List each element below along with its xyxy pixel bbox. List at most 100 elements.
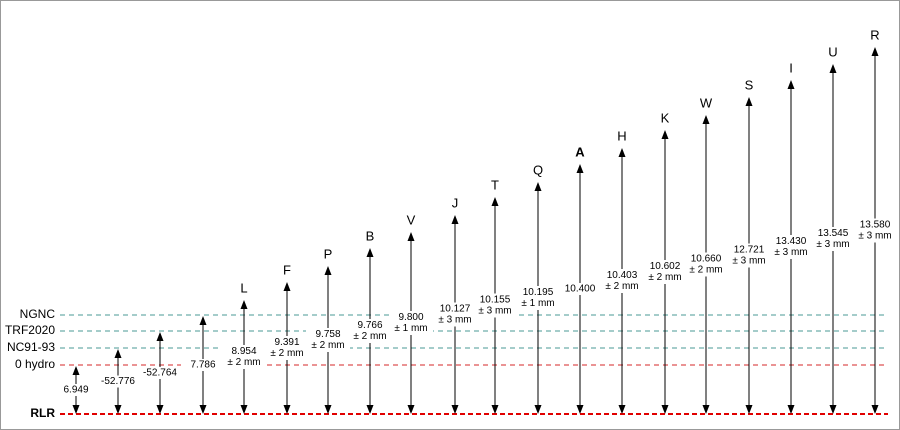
arrow-head [534, 405, 542, 414]
column-label: Q [533, 162, 543, 177]
value-label: 13.545 [818, 228, 849, 239]
value-label: 12.721 [734, 245, 765, 256]
arrow-head [156, 332, 164, 341]
arrow-head [745, 405, 753, 414]
arrow-head [618, 405, 626, 414]
label-background [558, 283, 602, 295]
label-background [684, 252, 728, 277]
uncertainty-label: ± 3 mm [774, 247, 807, 258]
arrow-head [871, 47, 879, 56]
arrow-head [576, 405, 584, 414]
arrow-head [324, 266, 332, 275]
uncertainty-label: ± 3 mm [438, 315, 471, 326]
value-label: 10.403 [607, 270, 638, 281]
reference-label: 0 hydro [15, 357, 55, 371]
arrow-head [114, 405, 122, 414]
label-background [96, 375, 140, 388]
uncertainty-label: ± 2 mm [270, 348, 303, 359]
arrow-head [745, 97, 753, 106]
reference-label: RLR [30, 406, 55, 420]
uncertainty-label: ± 3 mm [732, 256, 765, 267]
arrow-head [661, 405, 669, 414]
label-background [769, 235, 813, 259]
arrow-head [283, 282, 291, 291]
label-background [54, 384, 98, 396]
arrow-head [451, 405, 459, 414]
value-label: 10.195 [523, 287, 554, 298]
column-label: W [700, 95, 713, 110]
uncertainty-label: ± 3 mm [816, 239, 849, 250]
label-background [306, 328, 350, 352]
label-background [853, 218, 897, 243]
label-background [222, 345, 266, 369]
value-label: 10.127 [440, 304, 471, 315]
arrow-head [491, 197, 499, 206]
column-label: T [491, 177, 499, 192]
arrow-head [407, 405, 415, 414]
arrow-head [618, 148, 626, 157]
arrow-head [451, 215, 459, 224]
label-background [181, 359, 225, 371]
value-label: 13.580 [860, 220, 891, 231]
arrow-head [534, 182, 542, 191]
column-label: H [617, 128, 626, 143]
arrow-head [366, 405, 374, 414]
value-label: 10.155 [480, 295, 511, 306]
value-label: 6.949 [63, 385, 88, 396]
column-label: K [661, 110, 670, 125]
label-background [600, 269, 644, 293]
arrow-head [787, 80, 795, 89]
column-label: S [745, 77, 754, 92]
uncertainty-label: ± 3 mm [478, 306, 511, 317]
arrow-head [199, 405, 207, 414]
label-background [473, 293, 517, 318]
uncertainty-label: ± 1 mm [394, 323, 427, 334]
uncertainty-label: ± 2 mm [227, 357, 260, 368]
arrow-head [702, 115, 710, 124]
column-label: R [870, 27, 879, 42]
value-label: -52.764 [143, 368, 177, 379]
arrow-head [871, 405, 879, 414]
arrow-head [114, 349, 122, 358]
column-label: V [407, 212, 416, 227]
uncertainty-label: ± 2 mm [605, 281, 638, 292]
arrow-head [407, 232, 415, 241]
label-background [138, 367, 182, 379]
value-label: 9.758 [315, 329, 340, 340]
arrow-head [156, 405, 164, 414]
label-background [516, 286, 560, 310]
arrow-head [72, 405, 80, 414]
uncertainty-label: ± 2 mm [689, 265, 722, 276]
value-label: 10.400 [565, 284, 596, 295]
column-label: I [789, 60, 793, 75]
value-label: 9.391 [274, 337, 299, 348]
uncertainty-label: ± 2 mm [648, 272, 681, 283]
value-label: 9.766 [357, 320, 382, 331]
arrow-head [491, 405, 499, 414]
arrow-head [199, 316, 207, 325]
column-label: L [240, 280, 247, 295]
arrow-head [240, 300, 248, 309]
column-label: P [324, 246, 333, 261]
label-background [265, 336, 309, 360]
label-background [727, 243, 771, 268]
arrow-head [661, 130, 669, 139]
arrow-head [829, 64, 837, 73]
column-label: J [452, 195, 459, 210]
label-background [643, 260, 687, 284]
uncertainty-label: ± 1 mm [521, 298, 554, 309]
uncertainty-label: ± 2 mm [353, 331, 386, 342]
arrow-head [240, 405, 248, 414]
arrow-head [324, 405, 332, 414]
column-label: U [828, 44, 837, 59]
label-background [811, 227, 855, 251]
arrow-head [829, 405, 837, 414]
arrow-head [283, 405, 291, 414]
arrow-head [366, 248, 374, 257]
value-label: 9.800 [398, 312, 423, 323]
label-background [433, 302, 477, 327]
uncertainty-label: ± 2 mm [311, 340, 344, 351]
reference-label: NC91-93 [7, 340, 55, 354]
